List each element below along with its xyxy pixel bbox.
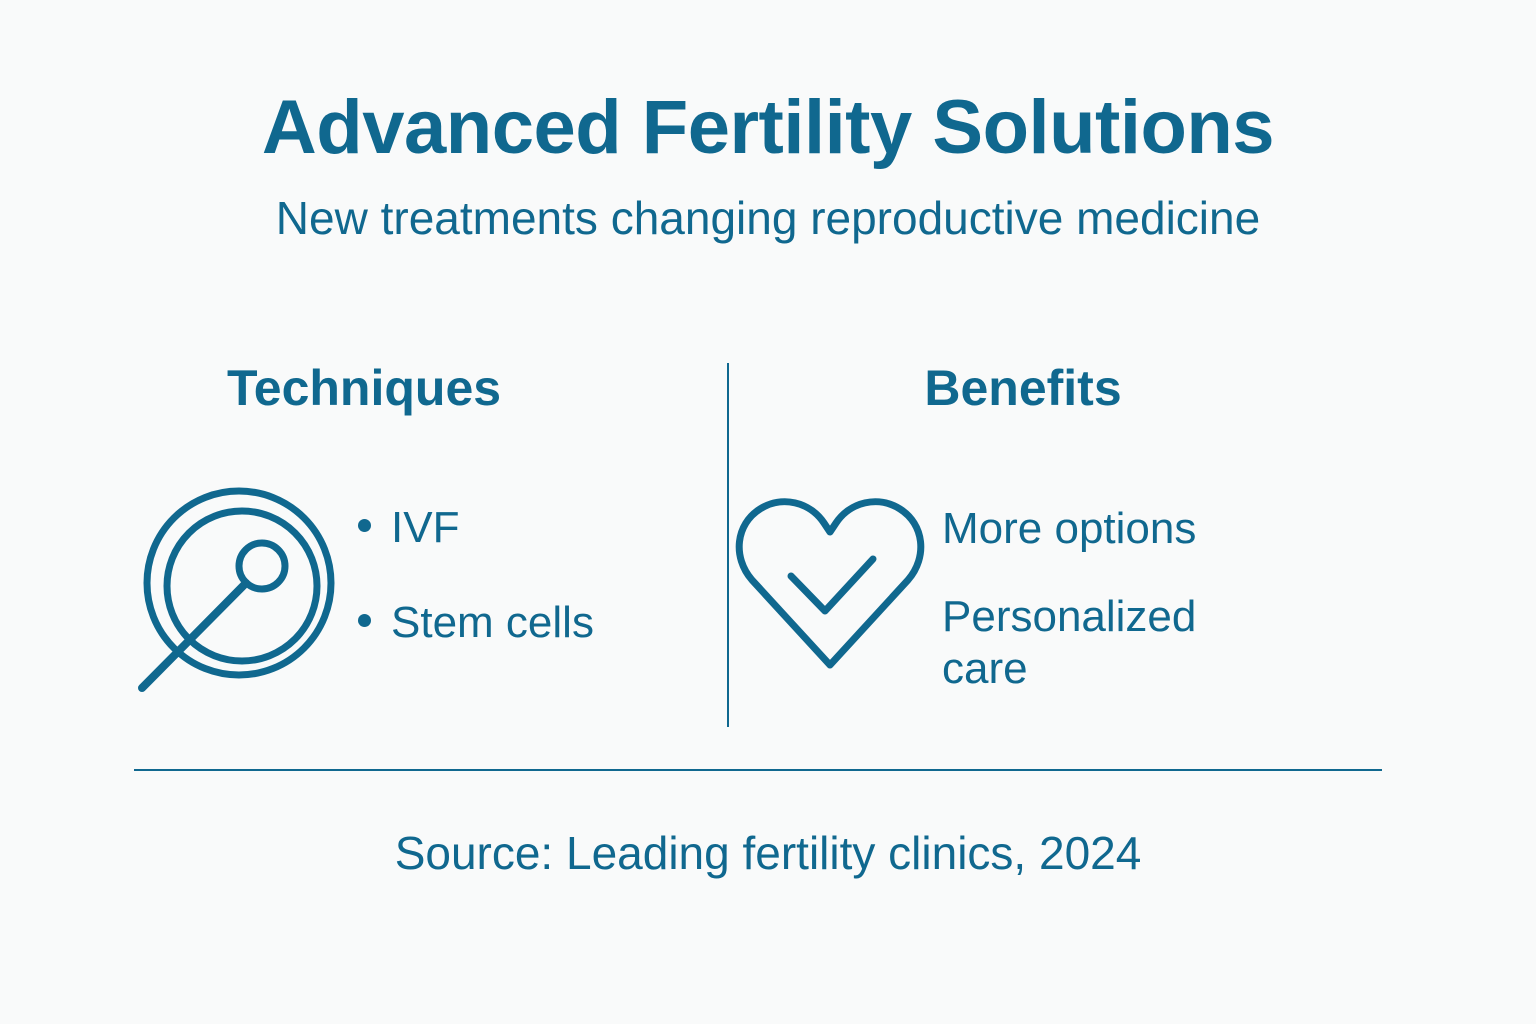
column-heading-techniques: Techniques [226,360,502,416]
list-item-label: IVF [391,503,460,552]
footer: Source: Leading fertility clinics, 2024 [0,828,1536,879]
page-title: Advanced Fertility Solutions [261,85,1275,170]
vertical-divider [727,363,729,727]
page-subtitle: New treatments changing reproductive med… [275,192,1261,245]
horizontal-divider [134,769,1382,771]
column-body-techniques: IVF Stem cells [134,483,724,698]
bullet-dot-icon [358,614,371,628]
header: Advanced Fertility Solutions New treatme… [0,88,1536,244]
list-item: Stem cells [358,598,724,647]
techniques-list: IVF Stem cells [344,483,724,648]
source-text: Source: Leading fertility clinics, 2024 [394,827,1142,879]
heart-check-icon-svg [735,498,925,669]
column-body-benefits: More options Personalized care [730,483,1390,695]
list-item-label: Stem cells [391,598,594,648]
column-techniques: Techniques IVF [134,363,724,731]
columns-container: Techniques IVF [0,363,1536,731]
list-item: IVF [358,503,724,552]
ivf-egg-cell-icon-svg [138,487,335,692]
column-benefits: Benefits More options Personalized care [730,363,1390,731]
heart-check-icon [730,483,930,683]
list-item: Personalized care [942,591,1197,693]
list-item: More options [942,504,1197,553]
bullet-dot-icon [358,519,371,532]
ivf-egg-cell-icon [134,483,344,698]
benefits-list: More options Personalized care [930,483,1272,695]
column-heading-benefits: Benefits [924,360,1122,416]
